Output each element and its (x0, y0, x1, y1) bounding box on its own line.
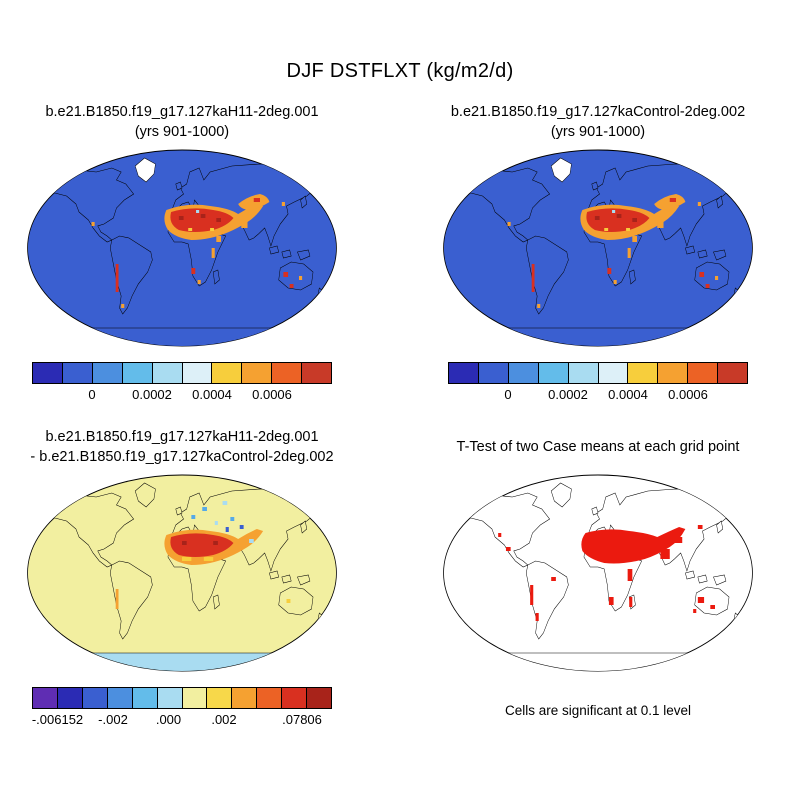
panel-case2-title: b.e21.B1850.f19_g17.127kaControl-2deg.00… (438, 100, 758, 144)
colorbar-segments (32, 687, 332, 709)
antarctica (448, 652, 748, 671)
panel-case2: b.e21.B1850.f19_g17.127kaControl-2deg.00… (438, 100, 758, 405)
colorbar-segment (56, 688, 82, 708)
greenland (134, 157, 156, 183)
colorbar-segment (91, 363, 122, 383)
field-overlay (115, 501, 291, 609)
colorbar-segment (657, 363, 688, 383)
colorbar-segment (231, 688, 257, 708)
colorbar-segment (106, 688, 132, 708)
colorbar-segment (537, 363, 568, 383)
colorbar-tick-label: 0.0004 (608, 387, 648, 402)
colorbar-segments (448, 362, 748, 384)
colorbar-segment (687, 363, 718, 383)
map-case2 (442, 148, 754, 348)
colorbar-segment (281, 688, 307, 708)
panel-difference: b.e21.B1850.f19_g17.127kaH11-2deg.001 - … (22, 425, 342, 730)
world-map (443, 474, 753, 672)
panel-ttest-title: T-Test of two Case means at each grid po… (438, 425, 758, 469)
colorbar-tick-label: 0 (504, 387, 512, 402)
panel-case1-title-line2: (yrs 901-1000) (134, 124, 230, 140)
panel-ttest-title-line1: T-Test of two Case means at each grid po… (456, 438, 740, 455)
colorbar-tick-label: 0.0002 (132, 387, 172, 402)
colorbar-segment (597, 363, 628, 383)
colorbar-tick-label: 0.0004 (192, 387, 232, 402)
colorbar-case1: 0 0.0002 0.0004 0.0006 (32, 362, 332, 405)
colorbar-tick-label: .07806 (282, 712, 322, 727)
colorbar-tick-label: 0.0002 (548, 387, 588, 402)
colorbar-segment (181, 363, 212, 383)
colorbar-segment (156, 688, 182, 708)
colorbar-segment (131, 688, 157, 708)
colorbar-segment (181, 688, 207, 708)
panel-case1: b.e21.B1850.f19_g17.127kaH11-2deg.001 (y… (22, 100, 342, 405)
colorbar-segment (271, 363, 302, 383)
antarctica (32, 327, 332, 346)
colorbar-segment (627, 363, 658, 383)
colorbar-segment (241, 363, 272, 383)
colorbar-tick-labels: 0 0.0002 0.0004 0.0006 (32, 387, 332, 405)
colorbar-tick-label: 0.0006 (252, 387, 292, 402)
colorbar-tick-labels: 0 0.0002 0.0004 0.0006 (448, 387, 748, 405)
colorbar-segment (33, 363, 62, 383)
antarctica (32, 652, 332, 671)
world-map (27, 149, 337, 347)
panel-difference-title: b.e21.B1850.f19_g17.127kaH11-2deg.001 - … (22, 425, 342, 469)
colorbar-tick-label: 0 (88, 387, 96, 402)
colorbar-segment (81, 688, 107, 708)
colorbar-segment (449, 363, 478, 383)
panel-difference-title-line2: - b.e21.B1850.f19_g17.127kaControl-2deg.… (30, 449, 334, 465)
field-overlay (91, 194, 303, 308)
colorbar-tick-label: -.006152 (31, 712, 84, 727)
colorbar-segment (477, 363, 508, 383)
panel-ttest: T-Test of two Case means at each grid po… (438, 425, 758, 718)
colorbar-tick-label: .000 (155, 712, 182, 727)
colorbar-segment (256, 688, 282, 708)
colorbar-segment (61, 363, 92, 383)
colorbar-tick-label: .002 (211, 712, 237, 727)
field-overlay (498, 525, 715, 621)
greenland (550, 157, 572, 183)
world-map (27, 474, 337, 672)
panel-case2-title-line2: (yrs 901-1000) (550, 124, 646, 140)
colorbar-tick-labels: -.006152 -.002 .000 .002 .07806 (32, 712, 332, 730)
colorbar-tick-label: -.002 (98, 712, 128, 727)
continent-outlines (447, 488, 746, 640)
colorbar-segment (567, 363, 598, 383)
colorbar-segment (211, 363, 242, 383)
field-overlay (507, 194, 719, 308)
colorbar-segment (151, 363, 182, 383)
map-ttest (442, 473, 754, 673)
figure-title: DJF DSTFLXT (kg/m2/d) (286, 60, 514, 82)
panel-case1-title-line1: b.e21.B1850.f19_g17.127kaH11-2deg.001 (45, 103, 319, 120)
map-case1 (26, 148, 338, 348)
ttest-significance-caption: Cells are significant at 0.1 level (504, 703, 692, 718)
colorbar-segment (717, 363, 748, 383)
greenland (134, 482, 156, 508)
colorbar-segments (32, 362, 332, 384)
colorbar-segment (206, 688, 232, 708)
colorbar-case2: 0 0.0002 0.0004 0.0006 (448, 362, 748, 405)
colorbar-segment (507, 363, 538, 383)
panel-case1-title: b.e21.B1850.f19_g17.127kaH11-2deg.001 (y… (22, 100, 342, 144)
colorbar-segment (301, 363, 332, 383)
colorbar-segment (121, 363, 152, 383)
panel-case2-title-line1: b.e21.B1850.f19_g17.127kaControl-2deg.00… (450, 103, 746, 120)
greenland (550, 482, 572, 508)
panel-difference-title-line1: b.e21.B1850.f19_g17.127kaH11-2deg.001 (45, 428, 319, 445)
colorbar-segment (306, 688, 332, 708)
colorbar-segment (33, 688, 57, 708)
world-map (443, 149, 753, 347)
colorbar-tick-label: 0.0006 (668, 387, 708, 402)
colorbar-difference: -.006152 -.002 .000 .002 .07806 (32, 687, 332, 730)
antarctica (448, 327, 748, 346)
map-difference (26, 473, 338, 673)
